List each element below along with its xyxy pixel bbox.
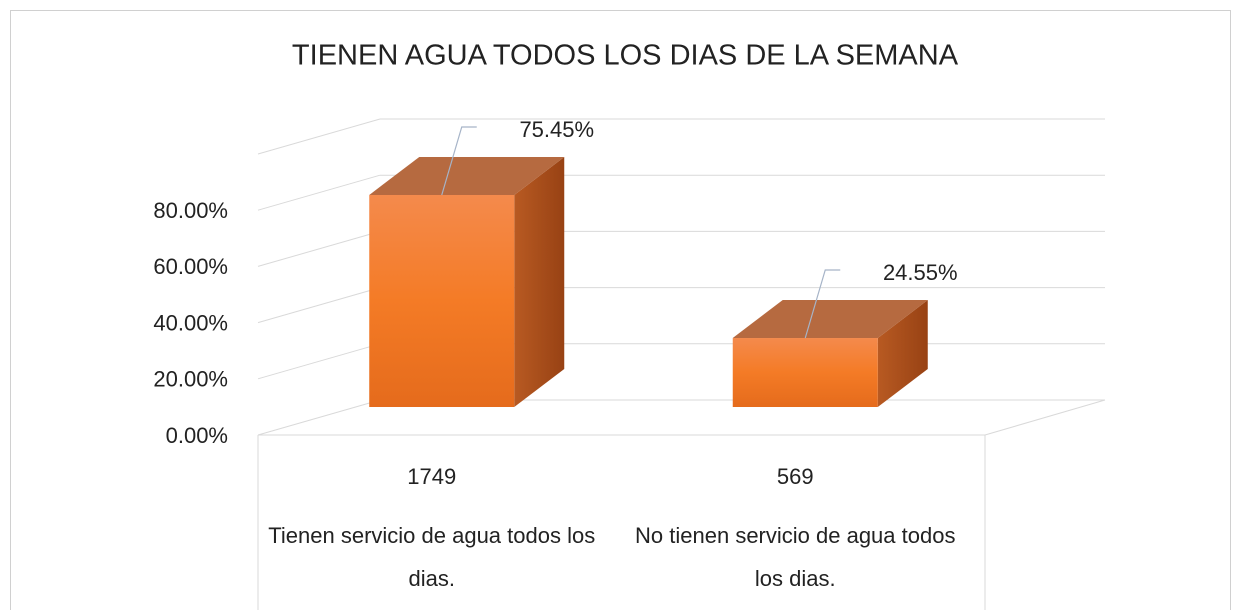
bar-top xyxy=(369,156,565,195)
bar xyxy=(369,194,515,407)
y-tick-label: 20.00% xyxy=(153,367,228,392)
bar xyxy=(732,338,878,407)
chart-title: TIENEN AGUA TODOS LOS DIAS DE LA SEMANA xyxy=(292,40,959,72)
category-group-label: No tienen servicio de agua todos los dia… xyxy=(635,523,956,591)
category-group-label: Tienen servicio de agua todos los dias. xyxy=(268,523,596,591)
x-tick-label: 569 xyxy=(777,464,814,489)
y-tick-label: 60.00% xyxy=(153,254,228,279)
leader-line xyxy=(441,126,477,196)
grid-line xyxy=(257,174,381,211)
grid-line xyxy=(257,343,381,380)
grid-line xyxy=(257,399,381,436)
chart-frame xyxy=(10,10,1231,610)
bar-side xyxy=(877,300,928,407)
value-label: 75.45% xyxy=(519,117,594,142)
y-tick-label: 80.00% xyxy=(153,198,228,223)
x-tick-label: 1749 xyxy=(407,464,456,489)
grid-line xyxy=(257,230,381,267)
bar-top xyxy=(732,300,928,339)
grid-line xyxy=(257,287,381,324)
wall-edge xyxy=(257,118,381,155)
floor-edge xyxy=(984,399,1106,436)
y-tick-label: 0.00% xyxy=(166,423,228,448)
bar-side xyxy=(514,156,565,407)
leader-line xyxy=(804,269,841,339)
value-label: 24.55% xyxy=(883,260,958,285)
y-tick-label: 40.00% xyxy=(153,310,228,335)
